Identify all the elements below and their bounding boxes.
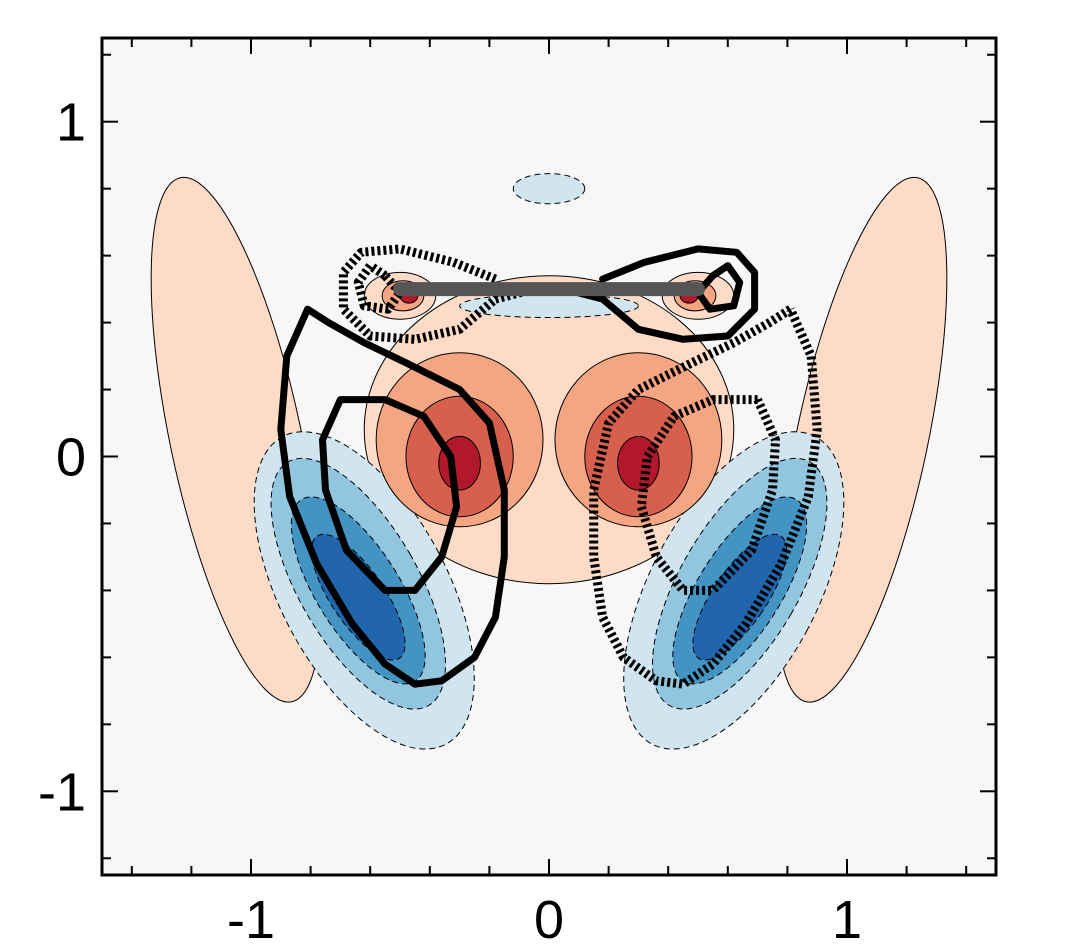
x-tick-label: 1 xyxy=(832,890,862,950)
overlay-curve-left-solid-outer xyxy=(277,305,508,688)
y-tick-label: -1 xyxy=(38,762,86,822)
overlay-curve-plate-right-solid-outer xyxy=(560,245,759,343)
y-tick-label: 1 xyxy=(56,93,86,153)
y-tick-label: 0 xyxy=(56,428,86,488)
x-tick-label: -1 xyxy=(227,890,275,950)
contour-region-top-small-negative xyxy=(512,173,586,205)
overlay-curve-left-solid-inner xyxy=(319,396,461,594)
axis-ticks xyxy=(102,38,996,875)
overlay-curve-layer xyxy=(277,244,822,689)
overlay-curve-plate-left-dotted-inner xyxy=(353,261,405,314)
overlay-curve-right-dotted-outer xyxy=(589,305,822,689)
x-tick-label: 0 xyxy=(534,890,564,950)
overlay-curve-right-dotted-inner xyxy=(636,395,780,595)
axis-tick-labels: -1 0 1 -1 0 1 xyxy=(38,93,862,950)
contour-region-lower-negative-right-l4 xyxy=(692,533,788,661)
